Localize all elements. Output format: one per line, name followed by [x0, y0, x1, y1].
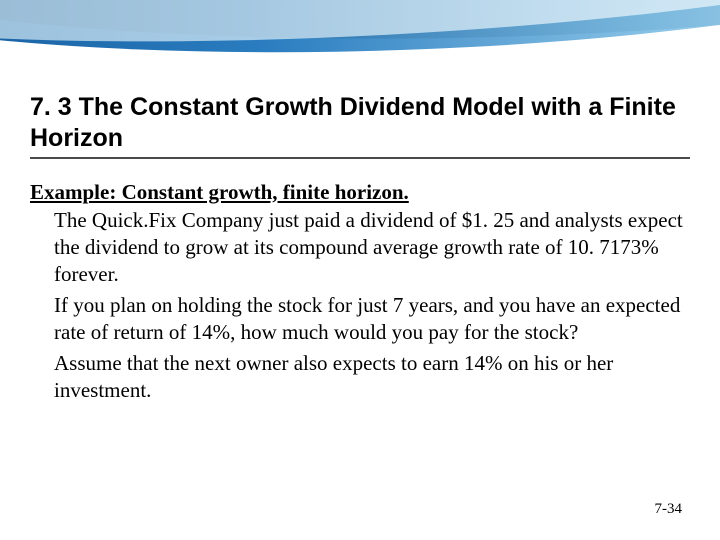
example-label: Example: Constant growth, finite horizon… [30, 179, 690, 206]
body-text: Example: Constant growth, finite horizon… [30, 179, 690, 404]
slide-content: 7. 3 The Constant Growth Dividend Model … [30, 92, 690, 404]
paragraph-2: If you plan on holding the stock for jus… [54, 292, 690, 346]
banner-wave [0, 0, 720, 72]
paragraph-1: The Quick.Fix Company just paid a divide… [54, 207, 690, 288]
paragraph-3: Assume that the next owner also expects … [54, 350, 690, 404]
slide-title: 7. 3 The Constant Growth Dividend Model … [30, 92, 690, 159]
example-label-text: Example: Constant growth, finite horizon… [30, 180, 409, 204]
page-number: 7-34 [655, 501, 683, 518]
